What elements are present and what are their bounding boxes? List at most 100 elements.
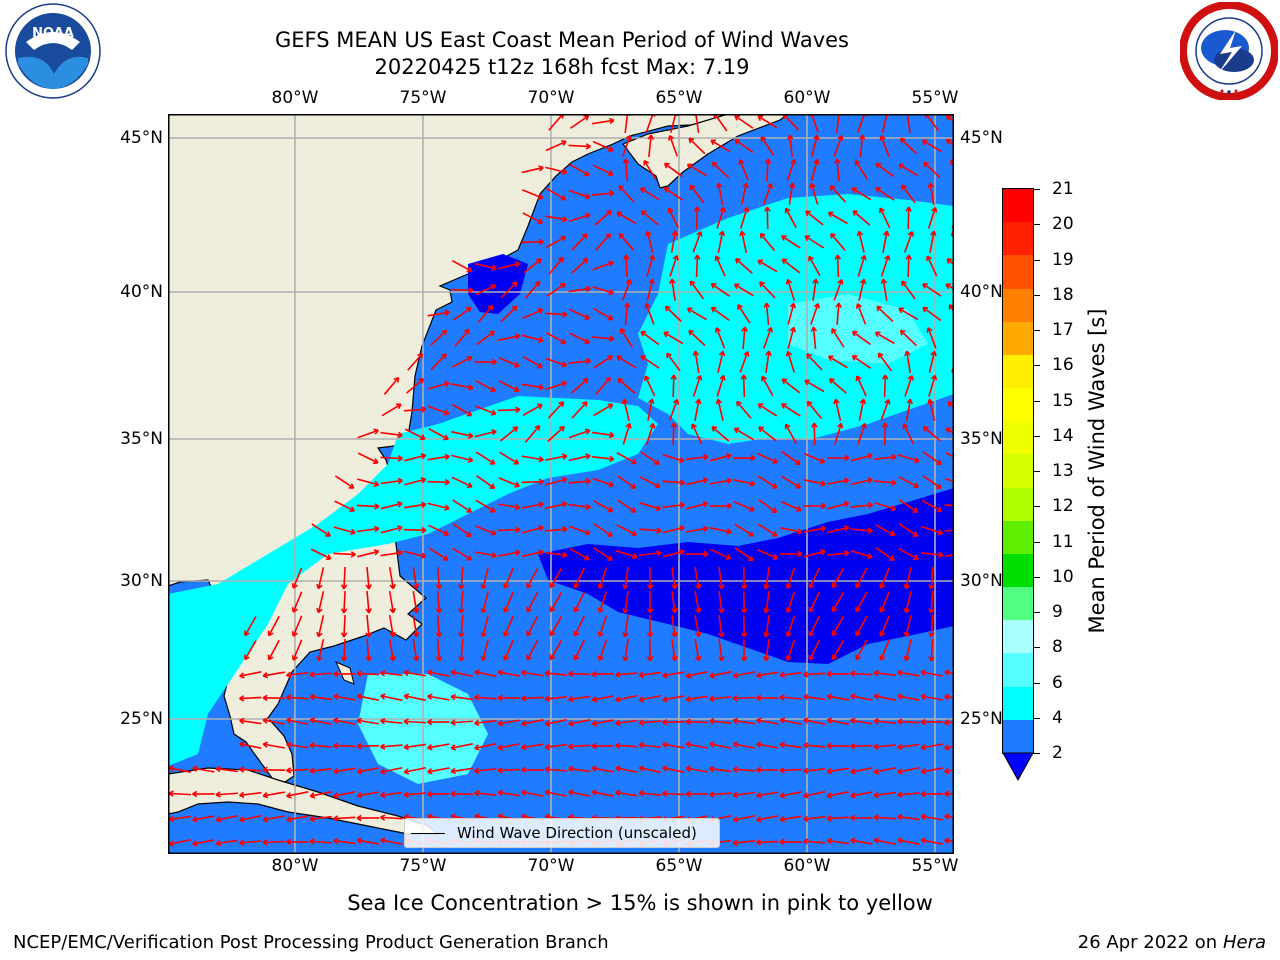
wind-wave-arrow: [831, 568, 845, 589]
wind-wave-arrow: [710, 139, 731, 153]
wind-wave-arrow: [833, 279, 844, 301]
wind-wave-arrow: [686, 163, 707, 177]
wind-wave-arrow: [691, 423, 703, 445]
colorbar-tick-label: 17: [1052, 320, 1074, 340]
wind-wave-arrow: [474, 551, 497, 559]
wind-wave-arrow: [803, 815, 826, 823]
wind-wave-arrow: [716, 374, 726, 397]
wind-wave-arrow: [826, 767, 849, 775]
wind-wave-arrow: [365, 590, 372, 614]
wind-wave-arrow: [670, 422, 677, 446]
wind-wave-arrow: [569, 332, 591, 345]
wind-wave-arrow: [880, 399, 891, 421]
wind-wave-arrow: [544, 695, 568, 702]
wind-wave-arrow: [920, 767, 943, 775]
lat-tick-left: 40°N: [120, 282, 163, 302]
wind-wave-arrow: [356, 791, 379, 799]
wind-wave-arrow: [638, 527, 662, 534]
wind-wave-arrow: [897, 766, 920, 775]
colorbar-tick-mark: [1034, 576, 1040, 578]
wind-wave-arrow: [835, 302, 842, 326]
wind-wave-arrow: [903, 591, 912, 614]
lat-tick-right: 35°N: [960, 429, 1003, 449]
wind-wave-arrow: [827, 477, 850, 485]
wind-wave-arrow: [905, 206, 912, 230]
wind-wave-arrow: [458, 566, 465, 590]
wind-wave-arrow: [430, 353, 447, 371]
wind-wave-arrow: [597, 591, 608, 614]
wind-wave-arrow: [826, 670, 850, 678]
wind-wave-arrow: [451, 260, 473, 273]
wind-wave-arrow: [875, 162, 895, 178]
wind-wave-arrow: [388, 615, 396, 638]
wind-wave-arrow: [568, 189, 591, 200]
lon-tick-top: 70°W: [527, 88, 575, 108]
wind-wave-arrow: [944, 790, 954, 797]
wind-wave-arrow: [521, 743, 544, 751]
wind-wave-arrow: [709, 718, 732, 725]
wind-wave-arrow: [756, 741, 779, 749]
wind-wave-arrow: [427, 743, 450, 751]
wind-wave-arrow: [873, 766, 896, 775]
wind-wave-arrow: [593, 523, 613, 538]
wind-wave-arrow: [475, 499, 496, 513]
lon-tick-top: 60°W: [783, 88, 831, 108]
wind-wave-arrow: [763, 615, 770, 638]
map-frame: [168, 114, 954, 854]
wind-wave-arrow: [780, 500, 802, 512]
wind-wave-arrow: [591, 742, 615, 750]
wind-wave-arrow: [734, 257, 753, 274]
wind-wave-arrow: [685, 550, 709, 558]
wind-wave-arrow: [662, 671, 685, 679]
wind-wave-arrow: [830, 232, 846, 251]
wind-wave-arrow: [592, 260, 614, 271]
wind-wave-arrow: [521, 334, 544, 343]
wind-wave-arrow: [808, 567, 821, 589]
wind-wave-arrow: [756, 694, 779, 702]
wind-wave-arrow: [850, 742, 873, 750]
wind-wave-arrow: [593, 307, 614, 321]
wind-wave-arrow: [262, 839, 286, 846]
wind-wave-arrow: [451, 383, 474, 391]
wind-wave-arrow: [784, 207, 797, 229]
wind-wave-arrow: [945, 138, 954, 146]
wind-wave-arrow: [544, 789, 567, 798]
colorbar-segment: [1003, 520, 1033, 555]
wind-wave-arrow: [882, 230, 890, 253]
wind-wave-arrow: [763, 567, 770, 590]
wind-wave-arrow: [920, 718, 944, 726]
wind-wave-arrow: [873, 669, 897, 677]
wind-wave-arrow: [638, 765, 661, 774]
wind-wave-arrow: [897, 791, 920, 798]
wind-wave-arrow: [875, 547, 895, 561]
wind-wave-arrow: [380, 669, 403, 677]
wind-wave-arrow: [899, 329, 917, 347]
wind-wave-arrow: [500, 305, 518, 323]
wind-wave-arrow: [763, 591, 770, 614]
us-landmass: [168, 114, 730, 785]
wind-wave-arrow: [309, 742, 333, 749]
wind-wave-arrow: [262, 815, 285, 823]
wind-wave-arrow: [763, 302, 771, 326]
wind-wave-arrow: [944, 693, 954, 701]
wind-wave-arrow: [451, 454, 474, 463]
wind-wave-arrow: [788, 182, 796, 205]
wind-wave-arrow: [803, 693, 826, 701]
wind-wave-arrow: [669, 278, 676, 301]
lat-tick-right: 40°N: [960, 282, 1003, 302]
wind-wave-arrow: [476, 330, 495, 346]
wind-wave-arrow: [407, 353, 424, 371]
wind-wave-arrow: [340, 614, 348, 638]
wind-wave-arrow: [357, 452, 379, 465]
wind-wave-arrow: [498, 380, 520, 393]
wind-wave-arrow: [644, 303, 655, 325]
wind-wave-arrow: [873, 693, 896, 702]
wind-wave-arrow: [521, 165, 544, 174]
colorbar-tick-mark: [1034, 506, 1040, 508]
wind-wave-arrow: [640, 451, 660, 465]
wind-wave-arrow: [526, 639, 539, 661]
wind-wave-arrow: [685, 790, 709, 798]
wind-wave-arrow: [365, 638, 372, 662]
wind-wave-arrow: [316, 615, 325, 638]
wind-wave-arrow: [521, 789, 544, 797]
